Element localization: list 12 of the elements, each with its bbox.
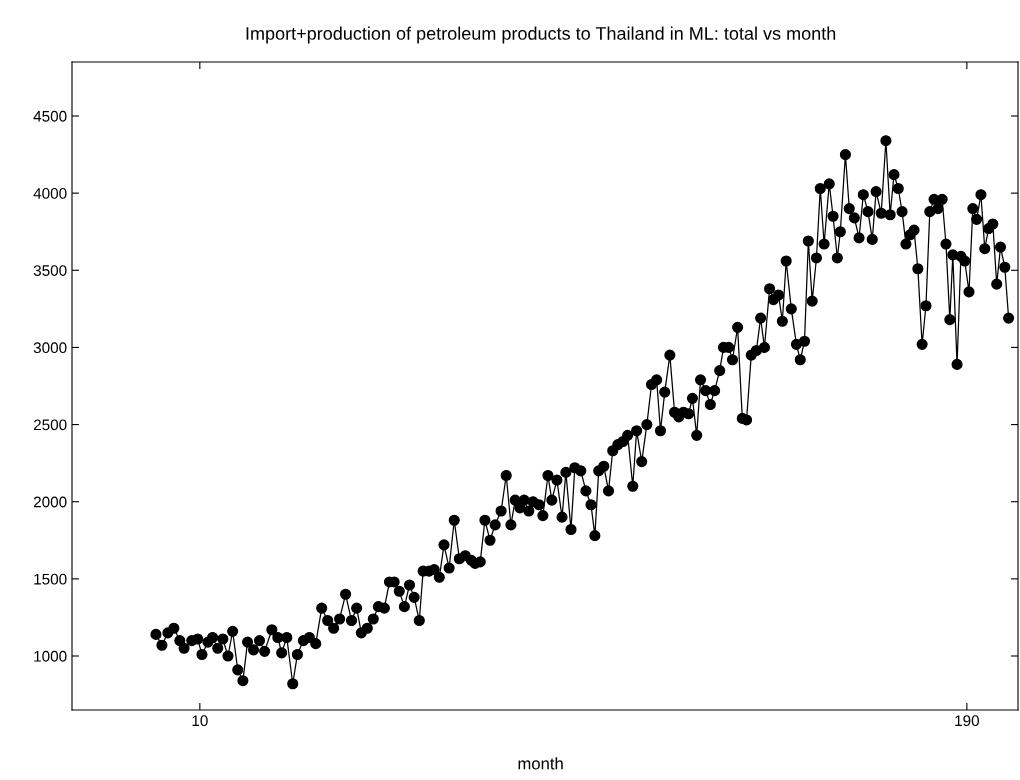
y-tick-label: 2500 [33, 419, 67, 431]
y-tick-label: 2000 [33, 496, 67, 508]
y-tick-label: 3000 [33, 342, 67, 354]
y-tick-label: 4000 [33, 188, 67, 199]
x-tick-label: 10 [192, 715, 208, 727]
y-tick-label: 1000 [34, 650, 67, 662]
y-tick-label: 1500 [34, 573, 67, 585]
x-tick-label: 190 [955, 715, 980, 727]
y-tick-label: 4500 [33, 110, 67, 122]
chart-title: Import+production of petroleum products to Thailand in ML: total vs month [246, 26, 836, 44]
y-tick-label: 3500 [33, 265, 67, 276]
x-axis-title: month [518, 757, 563, 770]
